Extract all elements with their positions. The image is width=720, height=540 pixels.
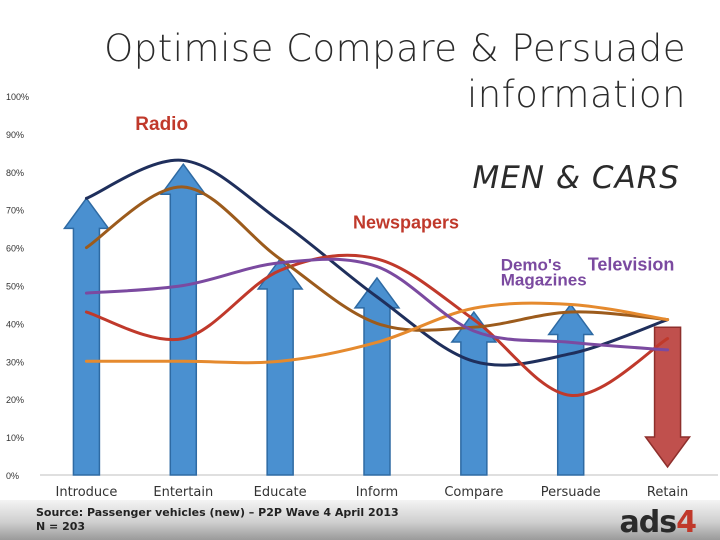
y-tick-label: 50% xyxy=(6,282,24,292)
series-label: Demo's xyxy=(501,255,562,274)
series-line xyxy=(84,185,670,332)
series-line xyxy=(84,158,670,367)
x-tick-label: Retain xyxy=(647,485,688,500)
y-tick-label: 80% xyxy=(6,168,24,178)
source-line: Source: Passenger vehicles (new) – P2P W… xyxy=(36,506,399,519)
sample-size: N = 203 xyxy=(36,520,86,533)
y-tick-label: 70% xyxy=(6,206,24,216)
footer-band xyxy=(0,500,720,540)
logo-text: ads xyxy=(619,505,678,540)
slide-title: Optimise Compare & Persuade information xyxy=(86,26,686,118)
source-note: Source: Passenger vehicles (new) – P2P W… xyxy=(36,506,399,534)
brand-logo: ads4 xyxy=(619,505,697,540)
x-tick-label: Educate xyxy=(254,485,307,500)
up-arrow xyxy=(547,303,595,476)
logo-accent: 4 xyxy=(676,505,697,540)
up-arrow xyxy=(62,197,110,476)
y-tick-label: 20% xyxy=(6,395,24,405)
up-arrow xyxy=(256,257,304,476)
x-tick-label: Introduce xyxy=(56,485,118,500)
y-tick-label: 100% xyxy=(6,92,29,102)
series-label: Radio xyxy=(135,114,188,135)
y-tick-label: 90% xyxy=(6,130,24,140)
series-label: Magazines xyxy=(501,271,587,290)
series-line xyxy=(84,253,670,397)
title-line-2: information xyxy=(466,73,686,116)
series-line xyxy=(84,301,670,365)
y-tick-label: 30% xyxy=(6,357,24,367)
series-label: Television xyxy=(588,254,675,274)
x-tick-label: Entertain xyxy=(153,485,213,500)
y-tick-label: 40% xyxy=(6,319,24,329)
series-line xyxy=(84,257,670,352)
series-label: Newspapers xyxy=(353,213,459,233)
y-tick-label: 0% xyxy=(6,471,19,481)
slide-subtitle: MEN & CARS xyxy=(472,160,680,196)
up-arrow xyxy=(450,310,498,476)
title-line-1: Optimise Compare & Persuade xyxy=(104,27,686,70)
x-tick-label: Compare xyxy=(444,485,503,500)
y-tick-label: 10% xyxy=(6,433,24,443)
x-tick-label: Inform xyxy=(356,485,398,500)
x-tick-label: Persuade xyxy=(541,485,601,500)
y-tick-label: 60% xyxy=(6,244,24,254)
up-arrow xyxy=(159,162,207,476)
down-arrow xyxy=(644,326,692,469)
